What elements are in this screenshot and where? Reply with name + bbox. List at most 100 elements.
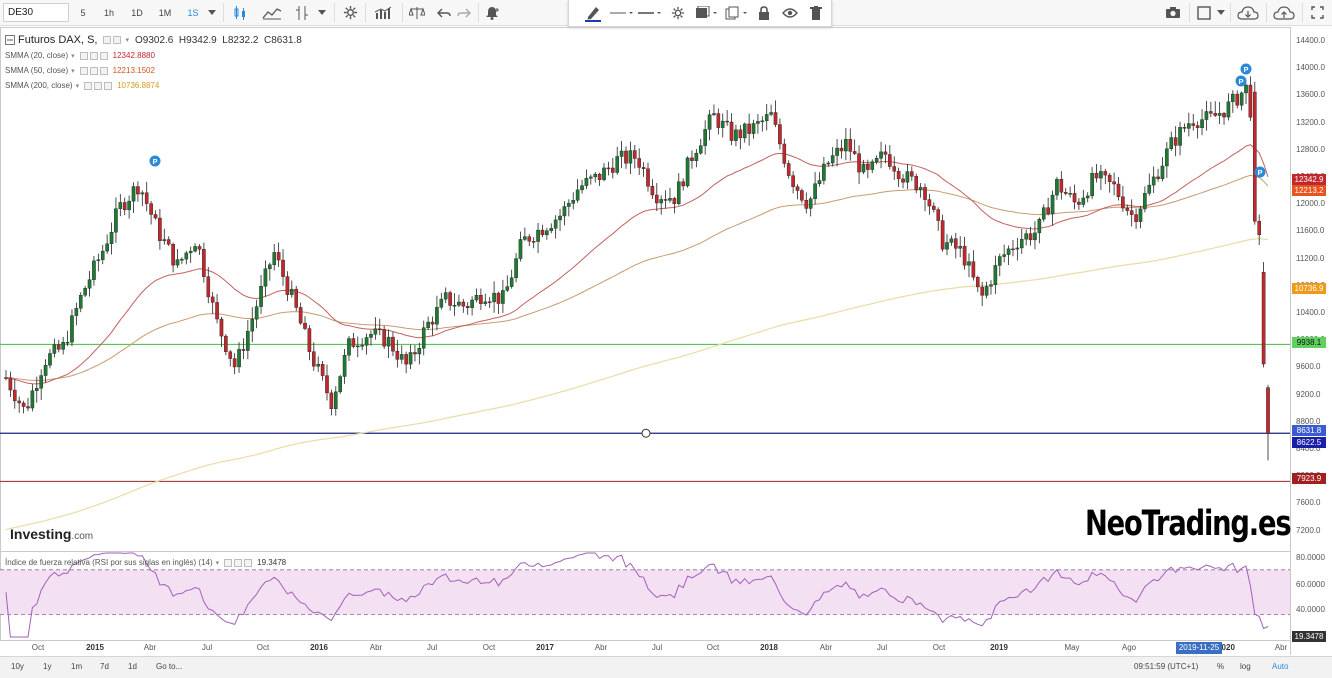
candle — [509, 269, 514, 289]
smma20-settings-icon[interactable] — [89, 51, 98, 60]
candle — [188, 246, 193, 263]
collapse-icon[interactable] — [5, 35, 15, 45]
eye-icon[interactable] — [779, 3, 801, 23]
bars-icon[interactable] — [370, 2, 398, 23]
candle — [1231, 90, 1235, 113]
smma200-close-icon[interactable] — [104, 81, 113, 90]
interval-dropdown-icon[interactable] — [205, 2, 219, 23]
rsi-close-icon[interactable] — [244, 558, 253, 567]
camera-icon[interactable] — [1160, 2, 1186, 23]
template-icon[interactable] — [1193, 2, 1215, 23]
goto-button[interactable]: Go to... — [156, 662, 183, 671]
candles-icon[interactable] — [228, 2, 252, 23]
candle-body — [294, 288, 299, 308]
candle — [932, 202, 936, 213]
smma20-visibility-icon[interactable] — [79, 51, 88, 60]
smma20-close-icon[interactable] — [99, 51, 108, 60]
cursor-price-tag: 8622.5 — [1292, 437, 1326, 448]
interval-5[interactable]: 5 — [80, 7, 86, 18]
auto-toggle[interactable]: Auto — [1272, 662, 1289, 671]
smma50-visibility-icon[interactable] — [79, 66, 88, 75]
candle-body — [197, 246, 202, 250]
legend-chevron-icon[interactable]: ▾ — [125, 37, 129, 44]
candle — [1261, 262, 1266, 368]
smma50-close-icon[interactable] — [99, 66, 108, 75]
copy-icon[interactable] — [723, 3, 751, 23]
candle — [144, 181, 149, 212]
template-dropdown-icon[interactable] — [1215, 2, 1227, 23]
range-1y[interactable]: 1y — [43, 662, 52, 671]
range-1d[interactable]: 1d — [128, 662, 137, 671]
candle-body — [1244, 84, 1248, 94]
smma50-settings-icon[interactable] — [89, 66, 98, 75]
lock-icon[interactable] — [753, 3, 775, 23]
candle — [180, 257, 184, 264]
interval-1s-active[interactable]: 1S — [187, 7, 199, 18]
candle — [589, 174, 593, 185]
legend-smma20-label: SMMA (20, close) — [5, 51, 69, 60]
legend-smma20-chevron-icon[interactable]: ▾ — [71, 52, 75, 60]
smma200-visibility-icon[interactable] — [84, 81, 93, 90]
legend-visibility-icon[interactable] — [103, 36, 112, 44]
compare-icon[interactable] — [292, 2, 312, 23]
candle-body — [382, 329, 386, 347]
candle-body — [1041, 207, 1046, 220]
fullscreen-icon[interactable] — [1306, 2, 1328, 23]
trash-icon[interactable] — [805, 3, 827, 23]
rsi-visibility-icon[interactable] — [224, 558, 233, 567]
rsi-settings-icon[interactable] — [234, 558, 243, 567]
legend-smma200-chevron-icon[interactable]: ▾ — [75, 82, 80, 90]
undo-icon[interactable] — [434, 2, 454, 23]
pencil-icon[interactable] — [581, 3, 605, 23]
candle-body — [879, 151, 883, 159]
candle-body — [268, 264, 272, 270]
legend-smma50-chevron-icon[interactable]: ▾ — [71, 67, 75, 75]
symbol-search-input[interactable]: DE30 — [3, 3, 69, 22]
candle — [575, 179, 580, 203]
candle-body — [290, 288, 294, 295]
candle — [545, 227, 549, 240]
fill-icon[interactable] — [693, 3, 721, 23]
interval-1d[interactable]: 1D — [131, 7, 143, 18]
candle-body — [96, 259, 101, 262]
candle-body — [1160, 165, 1165, 179]
candle — [681, 178, 685, 191]
candle — [773, 100, 778, 128]
alert-icon[interactable] — [481, 2, 503, 23]
interval-1m[interactable]: 1M — [158, 7, 172, 18]
candle — [465, 302, 470, 315]
range-10y[interactable]: 10y — [11, 662, 24, 671]
candle-body — [395, 350, 400, 360]
scale-icon[interactable] — [406, 2, 428, 23]
redo-icon[interactable] — [454, 2, 474, 23]
candle — [725, 110, 729, 126]
interval-1h[interactable]: 1h — [103, 7, 114, 18]
candle-body — [61, 341, 65, 350]
candle-body — [874, 158, 879, 162]
smma200-settings-icon[interactable] — [94, 81, 103, 90]
candle — [844, 128, 848, 161]
line-width-icon[interactable] — [637, 3, 663, 23]
log-toggle[interactable]: log — [1240, 662, 1251, 671]
cloud-save-icon[interactable] — [1270, 2, 1298, 23]
legend-settings-icon[interactable] — [113, 36, 122, 44]
compare-dropdown-icon[interactable] — [315, 2, 329, 23]
candle-body — [228, 351, 233, 359]
time-axis[interactable] — [0, 641, 1290, 655]
range-7d[interactable]: 7d — [100, 662, 109, 671]
indicators-icon[interactable] — [258, 2, 286, 23]
cloud-load-icon[interactable] — [1234, 2, 1262, 23]
legend-rsi-chevron-icon[interactable]: ▾ — [215, 559, 220, 567]
percent-toggle[interactable]: % — [1217, 662, 1225, 671]
time-axis-tick: 2016 — [310, 643, 328, 652]
candle-body — [813, 183, 817, 199]
line-style-icon[interactable] — [609, 3, 635, 23]
settings-icon[interactable] — [339, 2, 361, 23]
range-1m[interactable]: 1m — [71, 662, 83, 671]
rsi-chart[interactable] — [0, 0, 1290, 641]
candle-body — [448, 292, 452, 306]
gear-icon[interactable] — [667, 3, 689, 23]
candle-body — [180, 258, 184, 261]
candle — [1248, 76, 1253, 121]
